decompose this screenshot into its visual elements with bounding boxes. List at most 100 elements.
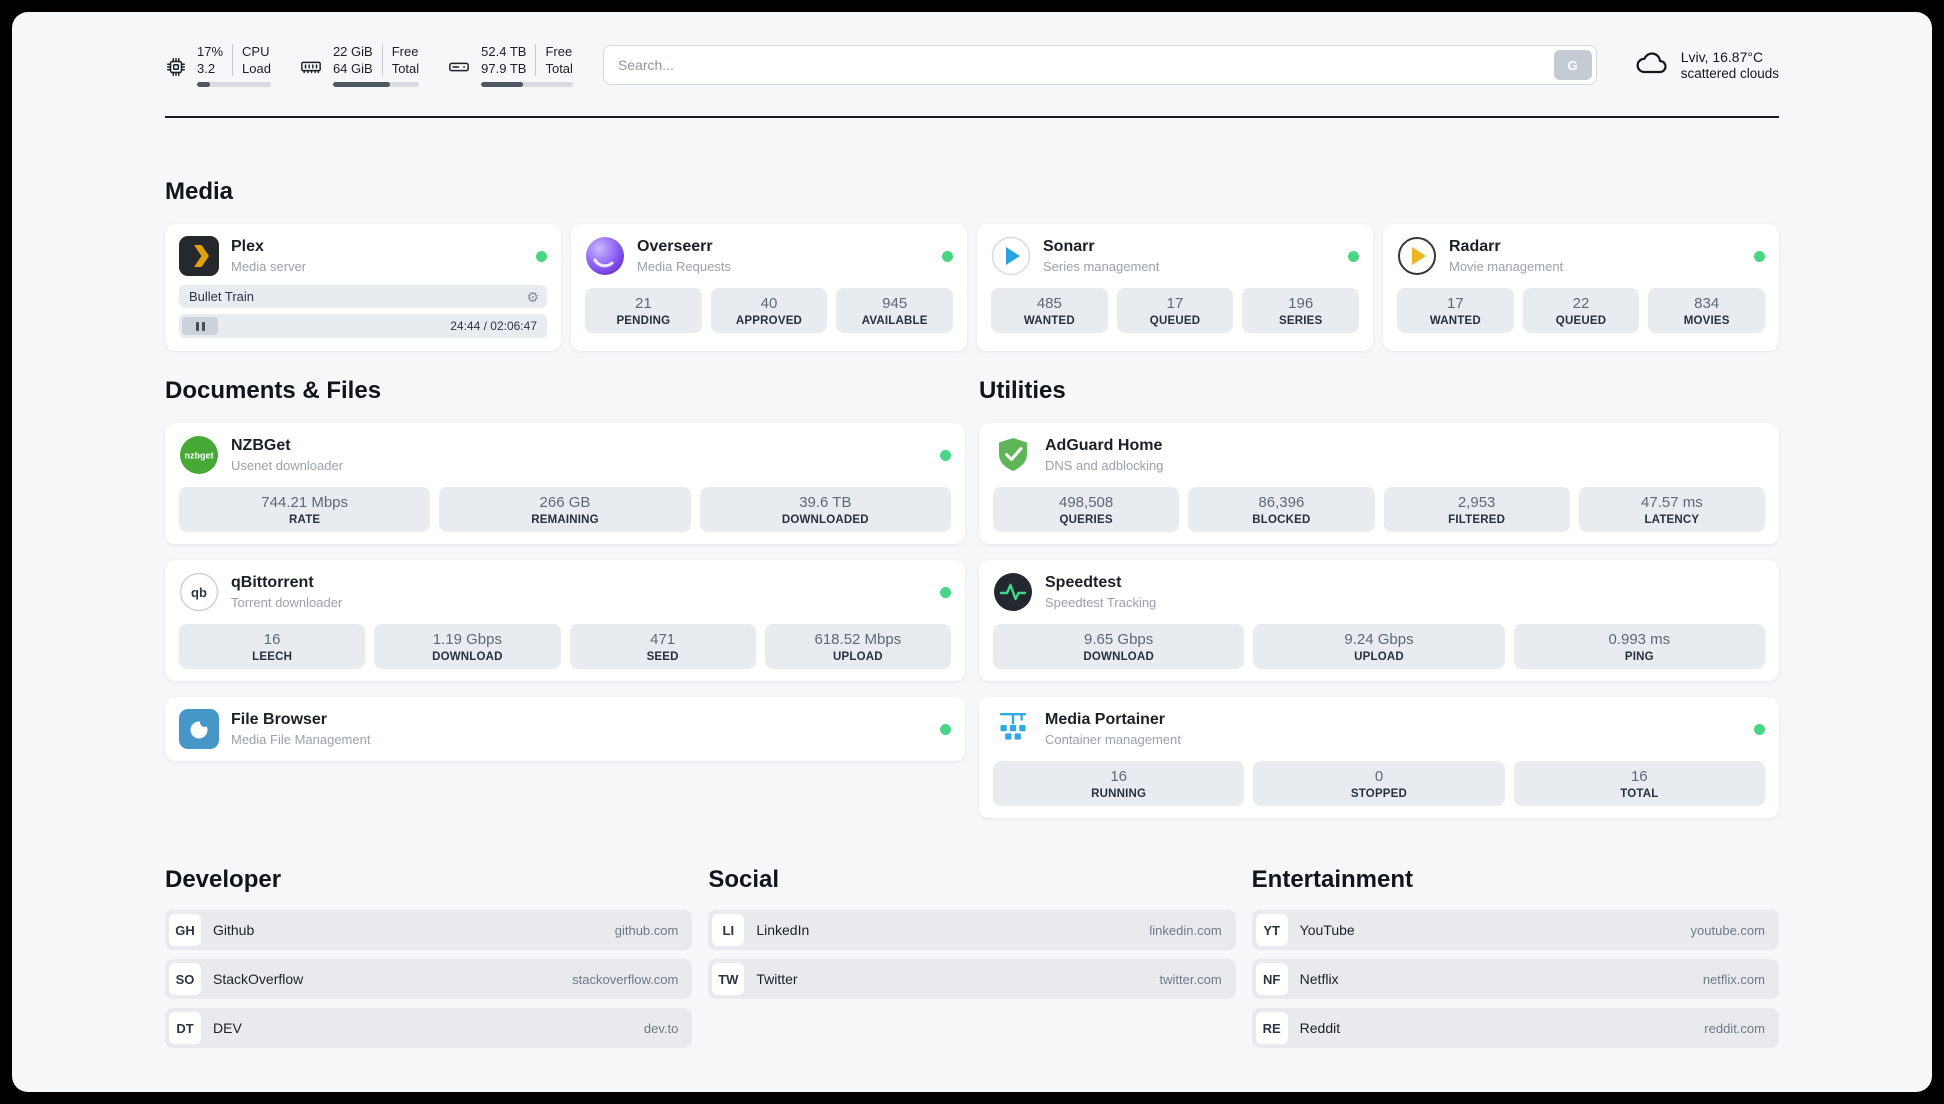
status-dot <box>1754 250 1765 262</box>
app-card-plex[interactable]: Plex Media server Bullet Train ⚙ 24:44 /… <box>165 224 561 351</box>
app-card-overseerr[interactable]: Overseerr Media Requests 21 PENDING 40 A… <box>571 224 967 351</box>
link-twitter[interactable]: TW Twitter twitter.com <box>708 959 1236 999</box>
top-bar: 17% 3.2 CPU Load <box>165 38 1779 92</box>
ram-total-label: Total <box>391 61 420 76</box>
stat-queries: 498,508 QUERIES <box>993 487 1180 532</box>
player-bar[interactable]: 24:44 / 02:06:47 <box>179 314 547 338</box>
stat-upload: 618.52 Mbps UPLOAD <box>764 624 951 669</box>
developer-links: Developer GH Github github.com SO StackO… <box>165 866 693 1057</box>
cpu-label: CPU <box>242 44 270 59</box>
status-dot <box>536 250 547 262</box>
ram-free-value: 22 GiB <box>332 44 373 59</box>
stat-total: 16 TOTAL <box>1513 761 1765 806</box>
settings-gear-icon[interactable]: ⚙ <box>526 288 539 305</box>
stat-approved: 40 APPROVED <box>710 288 828 333</box>
stat-rate: 744.21 Mbps RATE <box>179 487 431 532</box>
stat-wanted: 485 WANTED <box>991 288 1108 333</box>
app-name: File Browser <box>231 711 328 729</box>
stat-remaining: 266 GB REMAINING <box>439 487 691 532</box>
app-name: Radarr <box>1449 238 1501 256</box>
adguard-icon <box>993 435 1033 475</box>
search-engine-button[interactable]: G <box>1553 50 1592 80</box>
disk-free-value: 52.4 TB <box>481 44 527 59</box>
status-dot <box>1348 250 1359 262</box>
app-card-filebrowser[interactable]: File Browser Media File Management <box>165 697 965 761</box>
netflix-icon: NF <box>1255 963 1288 995</box>
app-subtitle: DNS and adblocking <box>1045 457 1164 473</box>
ram-free-label: Free <box>391 44 419 59</box>
stat-download: 9.65 Gbps DOWNLOAD <box>993 624 1245 669</box>
stackoverflow-icon: SO <box>169 963 201 995</box>
app-name: Sonarr <box>1043 238 1095 256</box>
ram-icon <box>299 47 323 87</box>
stat-blocked: 86,396 BLOCKED <box>1188 487 1375 532</box>
app-subtitle: Media Requests <box>637 258 731 274</box>
github-icon: GH <box>169 914 201 946</box>
link-dev[interactable]: DT DEV dev.to <box>165 1008 693 1048</box>
documents-section-title: Documents & Files <box>165 377 382 404</box>
stat-series: 196 SERIES <box>1242 288 1360 333</box>
link-github[interactable]: GH Github github.com <box>165 910 693 950</box>
plex-icon <box>179 236 219 276</box>
stat-wanted: 17 WANTED <box>1397 288 1514 333</box>
weather-widget[interactable]: Lviv, 16.87°C scattered clouds <box>1633 48 1779 83</box>
app-card-adguard[interactable]: AdGuard Home DNS and adblocking 498,508 … <box>979 423 1779 544</box>
app-subtitle: Media File Management <box>231 731 371 747</box>
link-linkedin[interactable]: LI LinkedIn linkedin.com <box>708 910 1236 950</box>
app-card-qbittorrent[interactable]: qb qBittorrent Torrent downloader 16 LEE… <box>165 560 965 681</box>
header-divider <box>165 116 1779 118</box>
app-card-radarr[interactable]: Radarr Movie management 17 WANTED 22 QUE… <box>1383 224 1779 351</box>
pause-button[interactable] <box>182 317 218 335</box>
app-name: Media Portainer <box>1045 711 1166 729</box>
portainer-icon <box>993 709 1033 749</box>
app-subtitle: Media server <box>231 258 307 274</box>
playback-time: 24:44 / 02:06:47 <box>450 319 537 333</box>
app-card-nzbget[interactable]: nzbget NZBGet Usenet downloader 744.21 M… <box>165 423 965 544</box>
stat-separator <box>535 44 537 76</box>
stat-download: 1.19 Gbps DOWNLOAD <box>374 624 561 669</box>
cpu-usage-bar <box>197 82 271 87</box>
disk-total-value: 97.9 TB <box>481 61 527 76</box>
app-card-portainer[interactable]: Media Portainer Container management 16 … <box>979 697 1779 818</box>
disk-usage-bar <box>481 82 573 87</box>
dashboard-panel: 17% 3.2 CPU Load <box>12 12 1932 1092</box>
app-name: Speedtest <box>1045 574 1122 592</box>
developer-section-title: Developer <box>165 866 282 893</box>
now-playing-bar: Bullet Train ⚙ <box>179 285 547 308</box>
overseerr-icon <box>585 236 625 276</box>
disk-total-label: Total <box>545 61 573 76</box>
stat-queued: 22 QUEUED <box>1522 288 1640 333</box>
reddit-icon: RE <box>1255 1012 1288 1044</box>
dev-icon: DT <box>169 1012 201 1044</box>
stat-downloaded: 39.6 TB DOWNLOADED <box>699 487 951 532</box>
svg-text:qb: qb <box>191 585 207 600</box>
link-reddit[interactable]: RE Reddit reddit.com <box>1251 1008 1779 1048</box>
links-grid: Developer GH Github github.com SO StackO… <box>165 866 1779 1057</box>
qbittorrent-icon: qb <box>179 572 219 612</box>
cpu-usage-bar-fill <box>197 82 210 87</box>
search-input[interactable] <box>602 45 1597 85</box>
stat-running: 16 RUNNING <box>993 761 1245 806</box>
stat-pending: 21 PENDING <box>585 288 702 333</box>
link-stackoverflow[interactable]: SO StackOverflow stackoverflow.com <box>165 959 693 999</box>
link-youtube[interactable]: YT YouTube youtube.com <box>1251 910 1779 950</box>
disk-free-label: Free <box>545 44 573 59</box>
status-dot <box>942 250 953 262</box>
entertainment-section-title: Entertainment <box>1251 866 1414 893</box>
social-section-title: Social <box>708 866 780 893</box>
stat-upload: 9.24 Gbps UPLOAD <box>1253 624 1505 669</box>
documents-column: Documents & Files nzbget NZBGet Usenet d… <box>165 377 965 761</box>
stat-separator <box>381 44 383 76</box>
disk-widget: 52.4 TB 97.9 TB Free Total <box>447 43 573 87</box>
app-card-sonarr[interactable]: Sonarr Series management 485 WANTED 17 Q… <box>977 224 1373 351</box>
speedtest-icon <box>993 572 1033 612</box>
cpu-usage-value: 17% <box>197 44 224 59</box>
status-dot <box>1754 723 1765 735</box>
svg-text:nzbget: nzbget <box>185 451 214 461</box>
link-netflix[interactable]: NF Netflix netflix.com <box>1251 959 1779 999</box>
app-card-speedtest[interactable]: Speedtest Speedtest Tracking 9.65 Gbps D… <box>979 560 1779 681</box>
stat-seed: 471 SEED <box>569 624 756 669</box>
cpu-load-value: 3.2 <box>197 61 216 76</box>
app-name: Plex <box>231 238 264 256</box>
media-grid: Plex Media server Bullet Train ⚙ 24:44 /… <box>165 224 1779 351</box>
